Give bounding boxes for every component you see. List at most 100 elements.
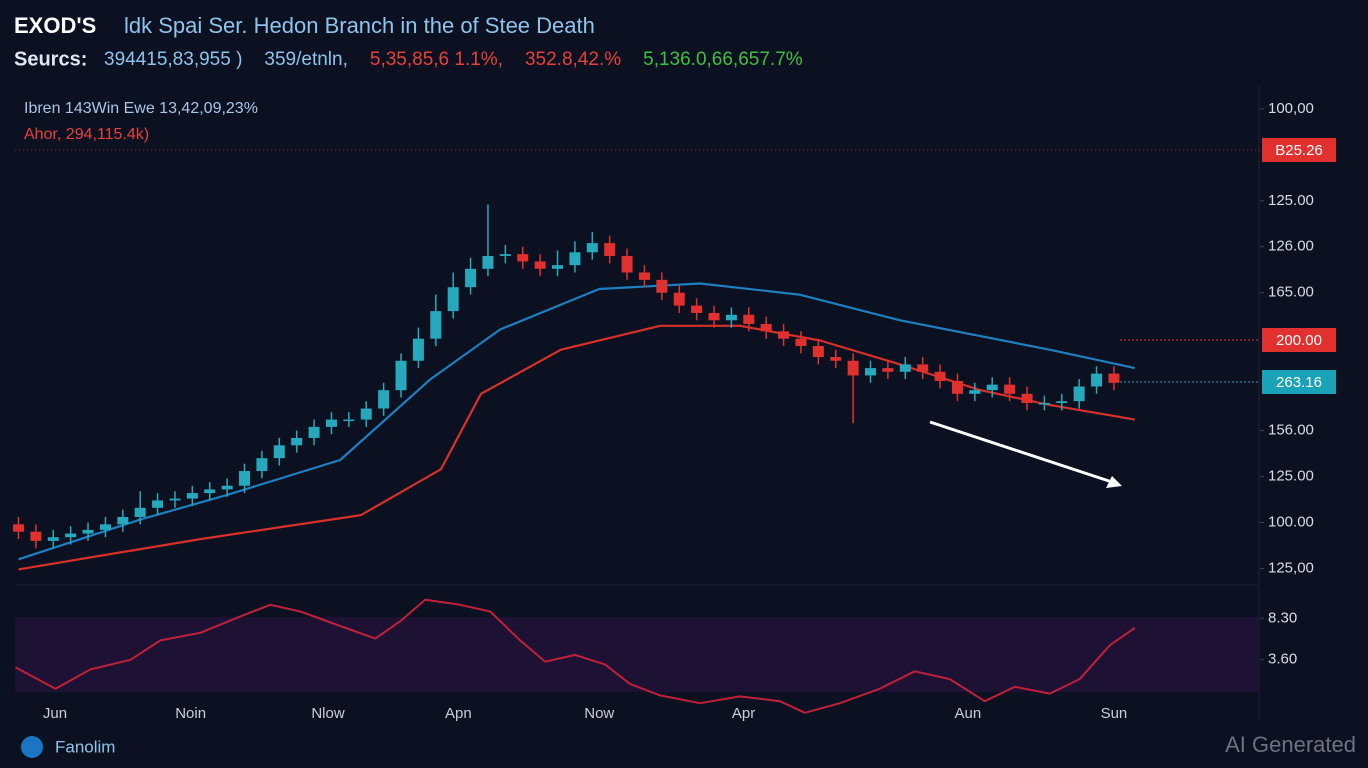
- candle-body: [1056, 401, 1068, 404]
- candle-body: [412, 338, 424, 361]
- candle-body: [760, 323, 772, 332]
- candle-body: [378, 390, 390, 409]
- candle-body: [47, 537, 59, 541]
- candle-body: [638, 272, 650, 280]
- candle-body: [482, 255, 494, 269]
- candle-body: [865, 368, 877, 376]
- moving-average: [18, 282, 1136, 561]
- x-tick-label: Apr: [732, 705, 755, 722]
- candle-body: [569, 252, 581, 266]
- y-tick-label: 156.00: [1268, 422, 1314, 439]
- candle-body: [1073, 386, 1085, 402]
- legend-entry: Ibren 143Win Ewe 13,42,09,23%: [24, 100, 258, 117]
- y-tick-label: 126.00: [1268, 238, 1314, 255]
- candle-body: [552, 265, 564, 269]
- x-tick-label: Jun: [43, 705, 67, 722]
- candle-body: [586, 243, 598, 253]
- candle-body: [517, 254, 529, 262]
- candle-body: [134, 507, 146, 517]
- legend: Ibren 143Win Ewe 13,42,09,23% Ahor, 294,1…: [24, 100, 258, 143]
- price-badge-label: 263.16: [1276, 374, 1322, 391]
- brand-icon: [21, 736, 43, 758]
- brand: Fanolim: [55, 737, 115, 756]
- stat-value: 352.8,42.%: [525, 49, 621, 70]
- candle-body: [1108, 373, 1120, 383]
- trend-arrow-head: [1106, 476, 1122, 488]
- candle-body: [117, 516, 129, 525]
- candle-body: [708, 312, 720, 321]
- stats-label: Seurcs:: [14, 48, 87, 70]
- watermark: AI Generated: [1225, 732, 1356, 757]
- x-tick-label: Apn: [445, 705, 472, 722]
- candle-body: [256, 458, 268, 472]
- candle-body: [656, 279, 668, 293]
- price-badge-label: B25.26: [1275, 142, 1323, 159]
- candle-body: [795, 338, 807, 347]
- candle-body: [673, 292, 685, 306]
- candle-body: [499, 254, 511, 256]
- y-tick-label: 125.00: [1268, 192, 1314, 209]
- price-badge: [1262, 138, 1336, 162]
- legend-entry: Ahor, 294,115.4k): [24, 126, 149, 143]
- y-tick-label: 3.60: [1268, 651, 1297, 668]
- candle-body: [691, 305, 703, 313]
- candle-body: [221, 485, 233, 490]
- oscillator-line: [15, 598, 1136, 714]
- candle-body: [986, 384, 998, 391]
- candle-body: [917, 364, 929, 372]
- x-tick-label: Aun: [955, 705, 982, 722]
- candle-body: [899, 364, 911, 372]
- candle-body: [812, 346, 824, 358]
- x-tick-label: Nlow: [311, 705, 345, 722]
- y-tick-label: 125.00: [1268, 468, 1314, 485]
- price-badges: B25.26 200.00 263.16: [1262, 138, 1336, 394]
- x-tick-label: Sun: [1101, 705, 1128, 722]
- candle-body: [934, 371, 946, 381]
- price-badge: [1262, 328, 1336, 352]
- candle-body: [360, 408, 372, 420]
- candle-body: [239, 471, 251, 486]
- price-badge: [1262, 370, 1336, 394]
- y-tick-label: 125,00: [1268, 559, 1314, 576]
- candle-body: [430, 311, 442, 339]
- candle-body: [325, 419, 337, 427]
- candle-body: [308, 426, 320, 438]
- candle-body: [847, 360, 859, 376]
- candle-body: [12, 524, 24, 532]
- candle-body: [1021, 393, 1033, 404]
- trend-arrow: [929, 420, 1113, 484]
- candle-body: [204, 489, 216, 494]
- candle-body: [186, 493, 198, 499]
- candle-body: [152, 500, 164, 508]
- y-tick-label: 100.00: [1268, 513, 1314, 530]
- stats: 394415,83,955 ) 359/etnln, 5,35,85,6 1.1%,…: [104, 49, 803, 70]
- candle-body: [604, 243, 616, 256]
- candle-body: [447, 287, 459, 312]
- candle-body: [534, 261, 546, 269]
- candle-body: [343, 419, 355, 422]
- moving-average: [18, 324, 1135, 571]
- y-tick-label: 8.30: [1268, 609, 1297, 626]
- stat-value: 5,35,85,6 1.1%,: [370, 49, 503, 70]
- title: ldk Spai Ser. Hedon Branch in the of Ste…: [124, 13, 595, 38]
- stat-value: 394415,83,955 ): [104, 49, 242, 70]
- stat-value: 5,136.0,66,657.7%: [643, 49, 803, 70]
- candle-body: [291, 437, 303, 446]
- candle-body: [621, 255, 633, 273]
- stat-value: 359/etnln,: [264, 49, 347, 70]
- candle-body: [969, 390, 981, 394]
- x-tick-label: Noin: [175, 705, 206, 722]
- candle-body: [882, 368, 894, 372]
- candle-body: [465, 268, 477, 288]
- candle-body: [1038, 403, 1050, 405]
- x-tick-label: Now: [584, 705, 614, 722]
- candle-body: [778, 331, 790, 339]
- candle-body: [395, 360, 407, 391]
- ticker: EXOD'S: [14, 13, 96, 38]
- y-tick-label: 100,00: [1268, 100, 1314, 117]
- candle-body: [169, 498, 181, 501]
- marks: 100,00 125.00 126.00 165.00 156.00 125.00 100.…: [12, 100, 1314, 722]
- oscillator-panel: [15, 617, 1258, 692]
- candle-body: [65, 533, 77, 538]
